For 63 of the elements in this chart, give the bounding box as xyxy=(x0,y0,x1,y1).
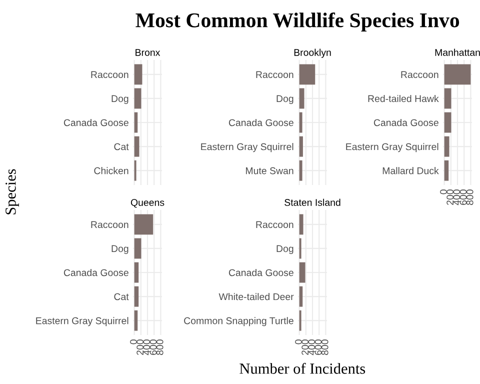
bar xyxy=(299,160,302,181)
x-tick-label: 0 xyxy=(130,340,137,344)
y-tick-label: Canada Goose xyxy=(374,118,438,126)
y-tick-label: Canada Goose xyxy=(64,268,128,276)
x-tick-label: 200 xyxy=(302,340,309,355)
y-tick-label: Chicken xyxy=(94,167,128,174)
x-tick-label: 400 xyxy=(143,340,150,356)
x-tick-label: 600 xyxy=(150,340,157,355)
x-tick-label: 600 xyxy=(314,340,322,355)
y-tick-label: Cat xyxy=(114,293,129,300)
x-tick-label: 800 xyxy=(321,340,328,355)
x-tick-label: 800 xyxy=(156,340,164,355)
y-tick-label: Raccoon xyxy=(91,71,128,78)
y-tick-label: Cat xyxy=(114,143,129,150)
y-tick-label: Canada Goose xyxy=(228,268,294,276)
y-tick-label: Raccoon xyxy=(401,71,438,78)
bar xyxy=(299,136,303,157)
x-tick-label: 800 xyxy=(466,190,474,205)
y-tick-label: Mute Swan xyxy=(246,167,294,174)
y-tick-label: Eastern Gray Squirrel xyxy=(201,143,294,152)
bar xyxy=(134,262,139,283)
y-tick-label: White-tailed Deer xyxy=(218,293,294,300)
bar xyxy=(134,214,154,235)
bar xyxy=(134,238,142,259)
y-tick-label: Dog xyxy=(276,245,294,254)
bar xyxy=(444,136,450,157)
x-tick-label: 400 xyxy=(308,340,316,356)
y-tick-label: Canada Goose xyxy=(228,118,294,126)
chart-title: Staten Island xyxy=(284,198,340,206)
y-tick-label: Red-tailed Hawk xyxy=(368,94,439,102)
x-tick-label: 200 xyxy=(446,190,454,205)
bar xyxy=(444,88,452,109)
bar xyxy=(444,112,452,133)
bar xyxy=(134,310,138,331)
bar xyxy=(134,286,139,307)
x-tick-label: 0 xyxy=(440,190,447,194)
y-tick-label: Canada Goose xyxy=(64,118,128,126)
bar xyxy=(444,64,471,85)
y-tick-label: Dog xyxy=(112,95,128,104)
bar xyxy=(299,64,316,85)
x-tick-label: 600 xyxy=(460,190,467,205)
chart-title: Brooklyn xyxy=(294,48,331,58)
y-tick-label: Raccoon xyxy=(256,221,294,228)
y-tick-label: Raccoon xyxy=(256,71,294,78)
y-tick-label: Mallard Duck xyxy=(382,167,439,174)
y-tick-label: Dog xyxy=(112,245,128,254)
y-tick-label: Common Snapping Turtle xyxy=(184,317,294,326)
bar xyxy=(299,112,302,133)
y-tick-label: Dog xyxy=(276,95,294,104)
y-tick-label: Eastern Gray Squirrel xyxy=(36,317,128,326)
chart-title: Bronx xyxy=(136,49,160,56)
y-tick-label: Raccoon xyxy=(91,221,128,228)
chart-title: Manhattan xyxy=(435,48,480,56)
chart-title: Queens xyxy=(130,199,164,208)
x-tick-label: 0 xyxy=(295,340,302,344)
y-tick-label: Eastern Gray Squirrel xyxy=(346,143,438,152)
x-axis-title: Number of Incidents xyxy=(240,362,366,374)
bar xyxy=(299,88,304,109)
text: Most Common Wildlife Species Invo xyxy=(136,12,460,32)
bar xyxy=(444,160,449,181)
x-tick-label: 200 xyxy=(136,340,144,355)
x-tick-label: 400 xyxy=(453,190,460,206)
y-axis-title: Species xyxy=(6,169,19,214)
